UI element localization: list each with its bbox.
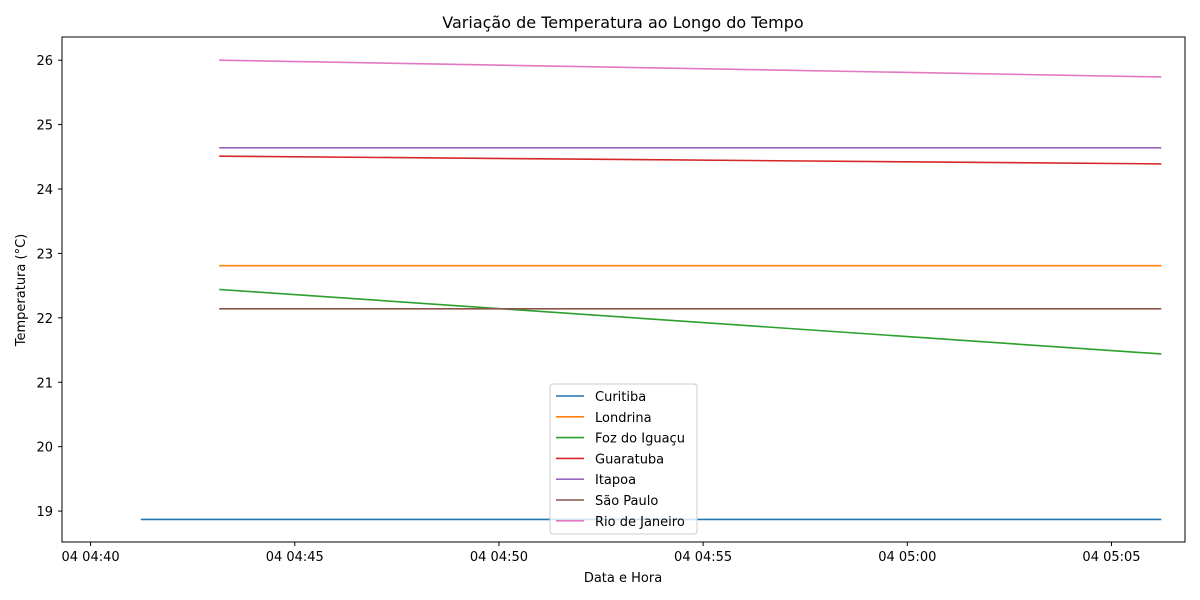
series-lines bbox=[140, 59, 1162, 521]
y-tick-label: 21 bbox=[36, 376, 53, 391]
x-tick-label: 04 05:00 bbox=[878, 550, 936, 565]
legend-label-londrina: Londrina bbox=[595, 411, 652, 426]
legend-label-sao-paulo: São Paulo bbox=[595, 494, 658, 509]
x-tick-label: 04 04:40 bbox=[62, 550, 120, 565]
y-tick-label: 19 bbox=[36, 505, 53, 520]
series-line-foz-do-iguacu bbox=[219, 288, 1162, 355]
x-tick-label: 04 05:05 bbox=[1082, 550, 1140, 565]
chart-title: Variação de Temperatura ao Longo do Temp… bbox=[442, 13, 803, 32]
x-axis-ticks: 04 04:40 04 04:45 04 04:50 04 04:55 04 05:00… bbox=[62, 542, 1141, 565]
x-tick-label: 04 04:45 bbox=[266, 550, 324, 565]
y-tick-label: 24 bbox=[36, 183, 53, 198]
plot-area bbox=[61, 36, 1186, 543]
x-tick-label: 04 04:55 bbox=[674, 550, 732, 565]
series-line-guaratuba bbox=[219, 155, 1162, 165]
legend-label-itapoa: Itapoa bbox=[595, 473, 636, 488]
y-tick-label: 20 bbox=[36, 441, 53, 456]
legend-label-curitiba: Curitiba bbox=[595, 390, 646, 405]
y-tick-label: 25 bbox=[36, 119, 53, 134]
series-line-rio-de-janeiro bbox=[219, 59, 1162, 78]
y-tick-label: 23 bbox=[36, 247, 53, 262]
x-tick-label: 04 04:50 bbox=[470, 550, 528, 565]
legend-label-guaratuba: Guaratuba bbox=[595, 452, 664, 467]
y-tick-label: 26 bbox=[36, 54, 53, 69]
chart-legend: Curitiba Londrina Foz do Iguaçu Guaratuba It… bbox=[549, 383, 698, 535]
legend-label-rio-de-janeiro: Rio de Janeiro bbox=[595, 515, 685, 530]
legend-label-foz-do-iguacu: Foz do Iguaçu bbox=[595, 432, 685, 447]
legend-entries: Curitiba Londrina Foz do Iguaçu Guaratuba It… bbox=[556, 390, 685, 530]
y-tick-label: 22 bbox=[36, 312, 53, 327]
x-axis-label: Data e Hora bbox=[584, 571, 662, 586]
axes-frame bbox=[61, 36, 1186, 543]
y-axis-ticks: 19 20 21 22 23 24 25 26 bbox=[36, 54, 62, 520]
y-axis-label: Temperatura (°C) bbox=[14, 234, 29, 347]
legend-box bbox=[549, 383, 698, 535]
